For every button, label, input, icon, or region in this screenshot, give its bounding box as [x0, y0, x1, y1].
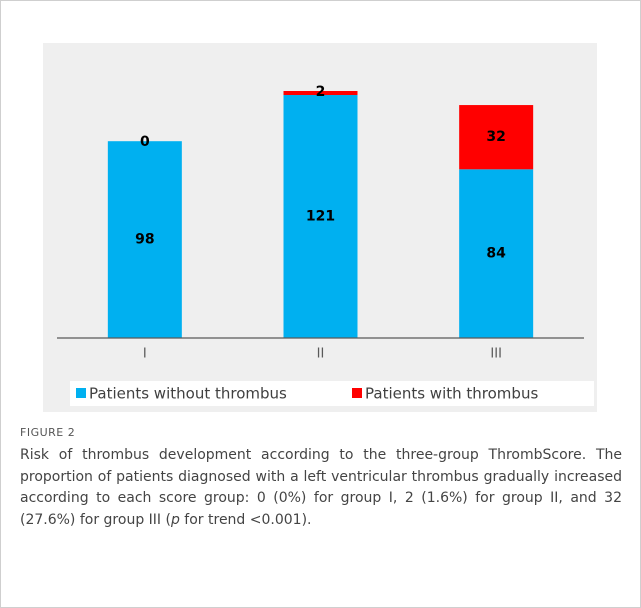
caption: Risk of thrombus development according t…	[20, 445, 622, 531]
data-label: 121	[306, 209, 335, 225]
bar-segment	[283, 91, 358, 96]
x-tick-label: I	[143, 347, 147, 362]
bar-segment	[283, 95, 358, 338]
data-label: 0	[140, 134, 150, 150]
legend-box	[70, 381, 594, 406]
x-tick-label: II	[317, 347, 325, 362]
bar-segment	[107, 141, 182, 338]
legend-label: Patients with thrombus	[365, 385, 538, 403]
figure-label: FIGURE 2	[20, 426, 76, 439]
legend-swatch	[76, 388, 86, 398]
bar-segment	[459, 169, 534, 338]
legend-label: Patients without thrombus	[89, 385, 287, 403]
legend-swatch	[352, 388, 362, 398]
data-label: 32	[486, 129, 505, 145]
bar-segment	[459, 105, 534, 170]
caption-text: Risk of thrombus development according t…	[20, 447, 622, 528]
data-label: 98	[135, 232, 154, 248]
data-label: 2	[316, 84, 326, 100]
caption-text: for trend <0.001).	[179, 511, 312, 528]
x-tick-label: III	[490, 347, 502, 362]
caption-italic: p	[170, 511, 180, 528]
data-label: 84	[486, 246, 506, 262]
chart: 98 0 I 121 2 II 84 32 III Patients without thromb…	[43, 43, 597, 412]
